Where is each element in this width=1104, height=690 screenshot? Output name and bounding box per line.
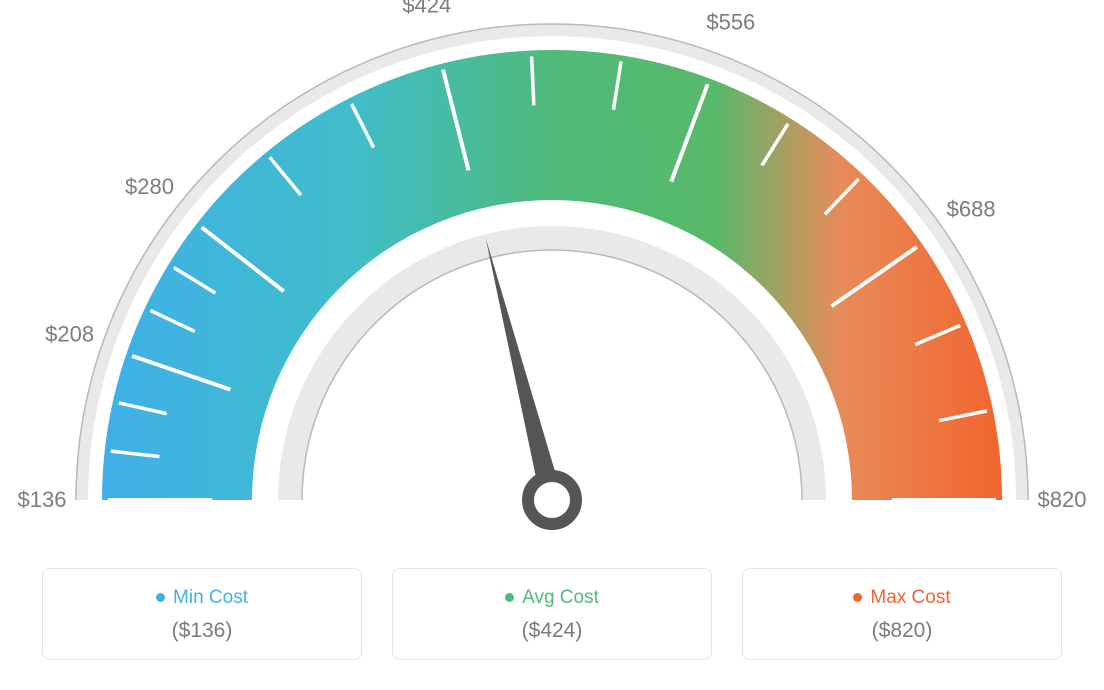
min-dot-icon: [156, 593, 165, 602]
avg-cost-value: ($424): [401, 619, 703, 643]
max-cost-card: Max Cost ($820): [742, 568, 1062, 660]
avg-cost-label: Avg Cost: [522, 587, 599, 608]
legend-row: Min Cost ($136) Avg Cost ($424) Max Cost…: [0, 568, 1104, 660]
max-dot-icon: [853, 593, 862, 602]
max-cost-title: Max Cost: [751, 587, 1053, 609]
min-cost-label: Min Cost: [173, 587, 248, 608]
min-cost-card: Min Cost ($136): [42, 568, 362, 660]
svg-text:$208: $208: [45, 321, 94, 346]
gauge-chart: $136 $208 $280 $424 $556 $688 $820: [0, 0, 1104, 560]
svg-text:$688: $688: [947, 196, 996, 221]
max-cost-label: Max Cost: [870, 587, 950, 608]
avg-cost-title: Avg Cost: [401, 587, 703, 609]
svg-text:$820: $820: [1038, 487, 1087, 512]
svg-text:$280: $280: [125, 174, 174, 199]
svg-text:$556: $556: [706, 9, 755, 34]
svg-text:$136: $136: [18, 487, 67, 512]
max-cost-value: ($820): [751, 619, 1053, 643]
min-cost-value: ($136): [51, 619, 353, 643]
min-cost-title: Min Cost: [51, 587, 353, 609]
avg-cost-card: Avg Cost ($424): [392, 568, 712, 660]
avg-dot-icon: [505, 593, 514, 602]
svg-text:$424: $424: [402, 0, 451, 18]
